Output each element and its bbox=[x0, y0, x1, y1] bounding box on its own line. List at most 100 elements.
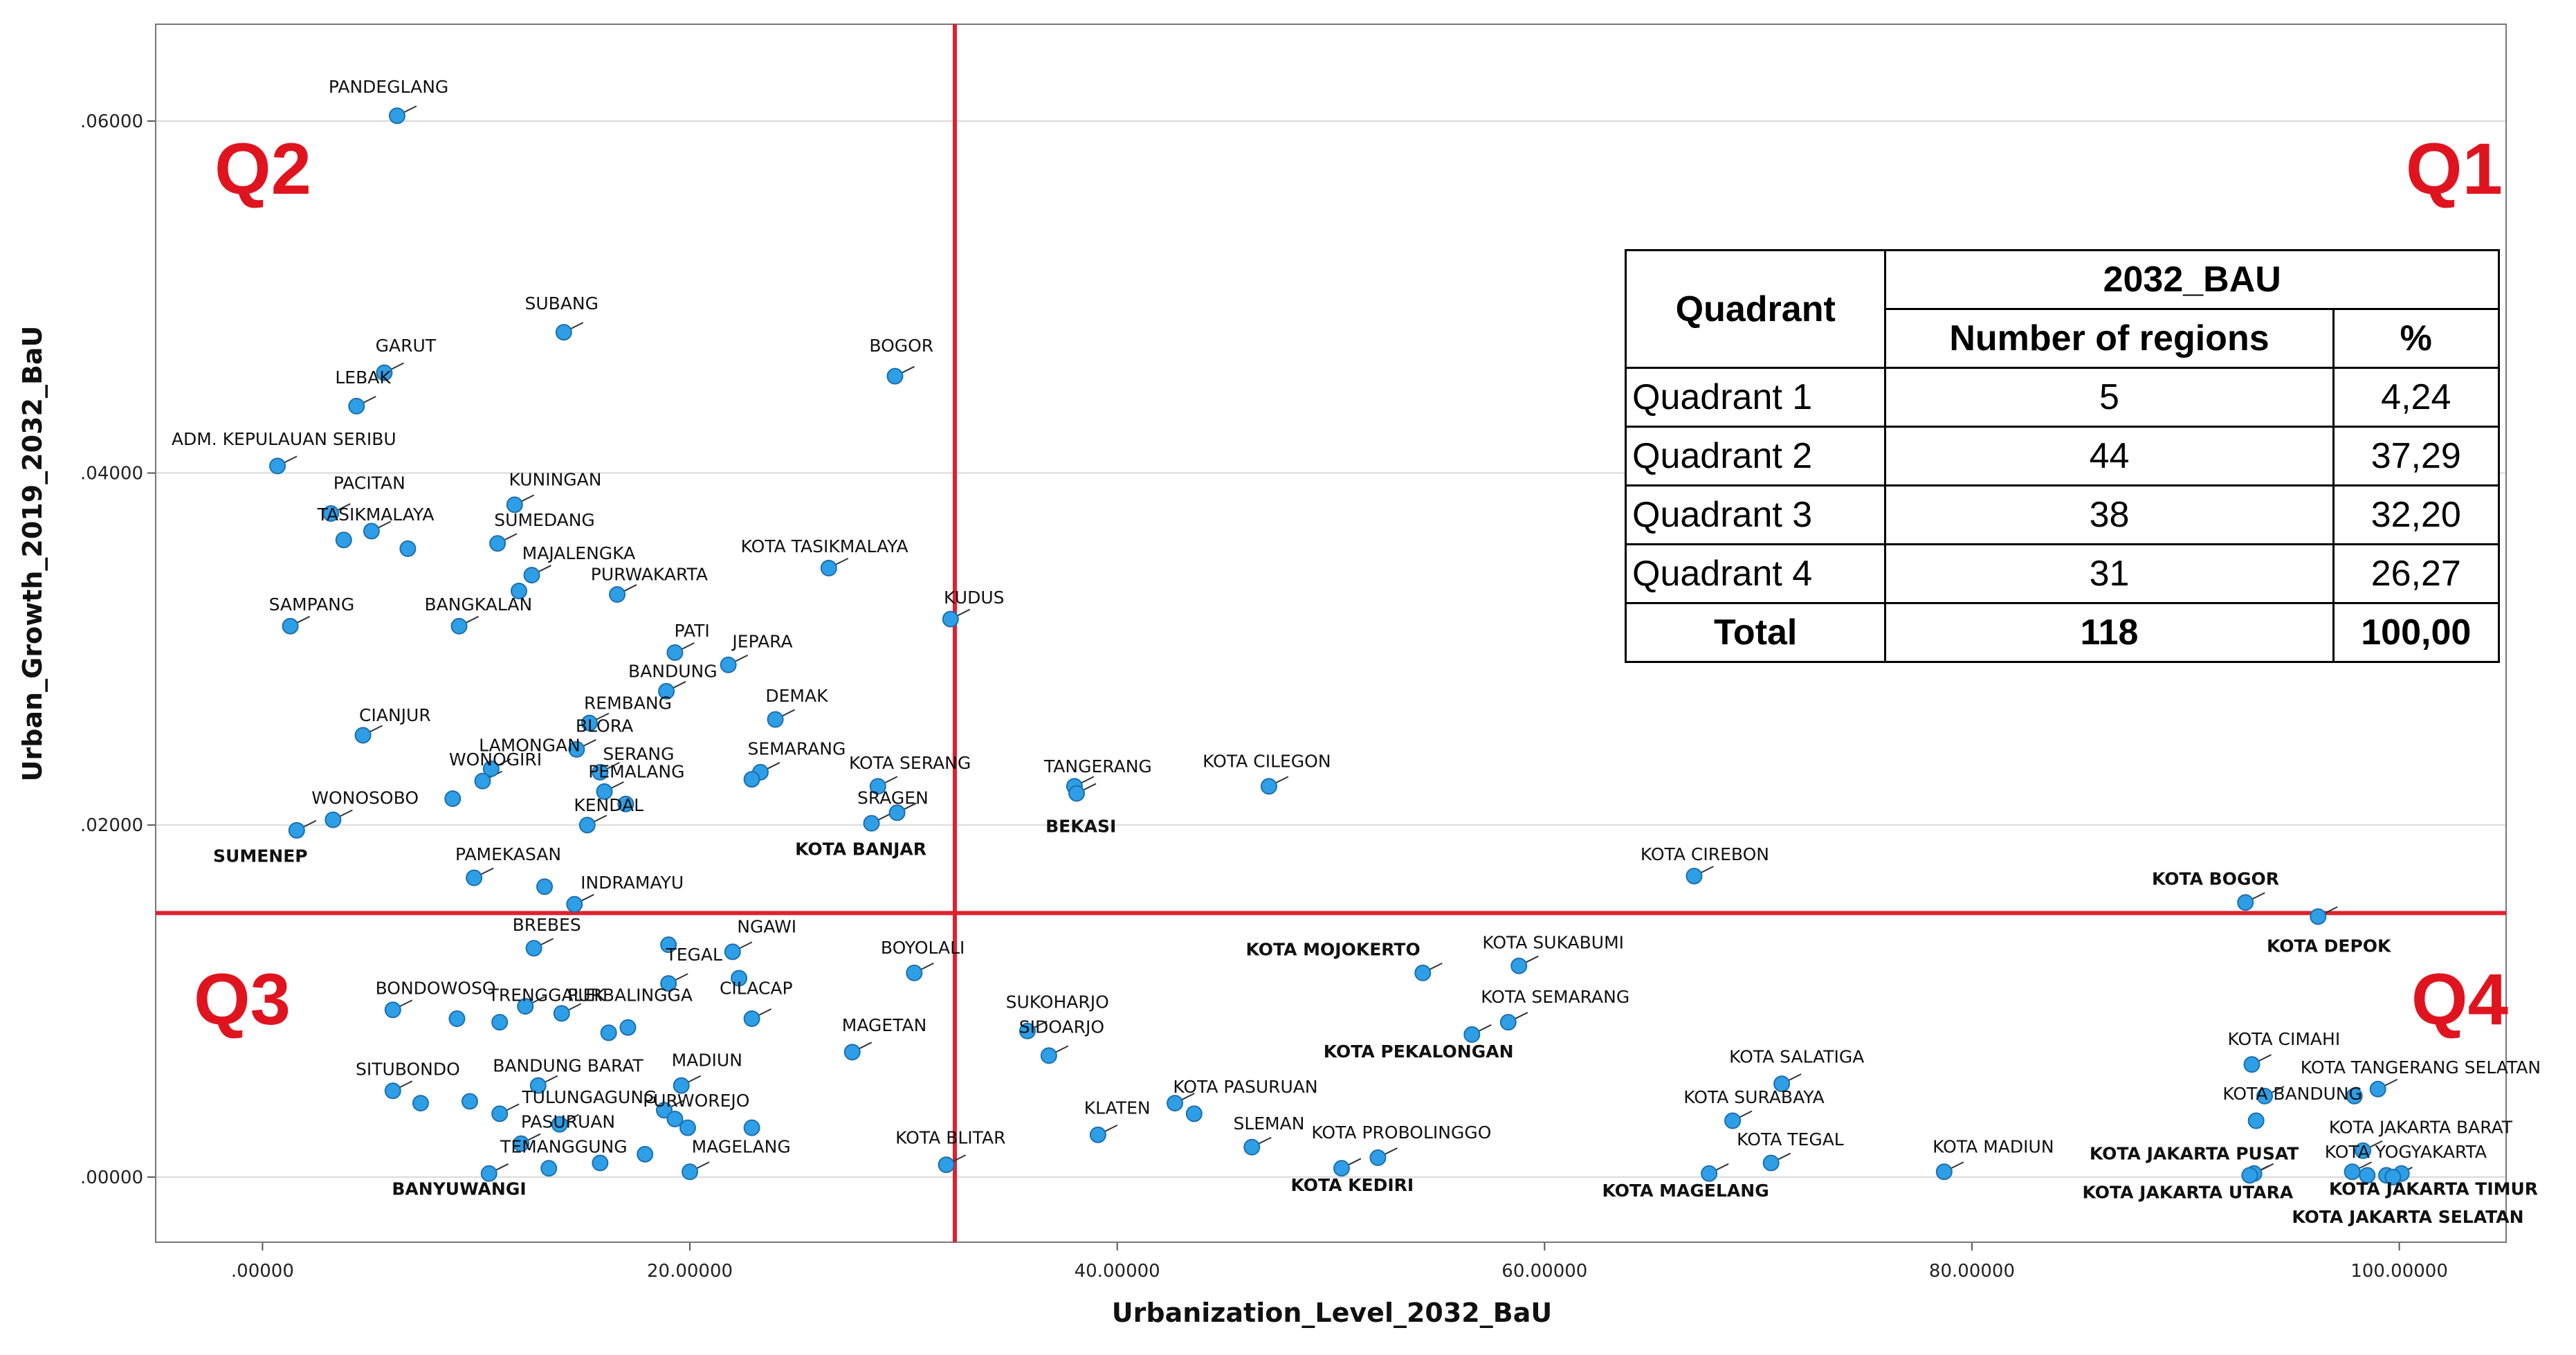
data-point bbox=[568, 740, 585, 758]
row-percent: 4,24 bbox=[2332, 367, 2501, 428]
row-number: 44 bbox=[1884, 426, 2335, 486]
point-label: PANDEGLANG bbox=[329, 77, 448, 97]
data-point bbox=[325, 811, 342, 828]
quadrant-summary-table: Quadrant 2032_BAU Number of regions % Qu… bbox=[1624, 249, 2501, 663]
point-label: MADIUN bbox=[672, 1051, 742, 1071]
point-label: KOTA SALATIGA bbox=[1729, 1047, 1864, 1067]
x-tick-label: .00000 bbox=[231, 1261, 294, 1282]
data-point bbox=[506, 496, 523, 513]
data-point bbox=[489, 535, 506, 552]
data-point bbox=[660, 975, 677, 992]
data-point bbox=[2384, 1168, 2402, 1185]
data-point bbox=[673, 1077, 690, 1094]
point-label: ADM. KEPULAUAN SERIBU bbox=[172, 429, 396, 449]
data-point bbox=[540, 1160, 558, 1177]
point-label: BANYUWANGI bbox=[392, 1179, 526, 1199]
data-point bbox=[1068, 785, 1086, 802]
data-point bbox=[1463, 1026, 1481, 1043]
data-point bbox=[1762, 1154, 1780, 1172]
data-point bbox=[863, 815, 880, 832]
data-point bbox=[2237, 894, 2254, 911]
point-label: KOTA BLITAR bbox=[895, 1128, 1005, 1148]
total-label: Total bbox=[1624, 602, 1887, 663]
point-label: SUBANG bbox=[525, 293, 599, 313]
data-point bbox=[376, 364, 393, 381]
data-point bbox=[609, 586, 626, 603]
plot-frame bbox=[155, 24, 2507, 1243]
data-point bbox=[553, 1005, 570, 1022]
point-label: WONOGIRI bbox=[449, 749, 542, 770]
point-label: KOTA BANDUNG bbox=[2222, 1084, 2362, 1104]
data-point bbox=[655, 1102, 673, 1119]
data-point bbox=[1686, 867, 1703, 884]
data-point bbox=[384, 1082, 401, 1100]
point-label: PATI bbox=[674, 621, 709, 641]
row-quadrant: Quadrant 2 bbox=[1624, 426, 1887, 486]
row-percent: 32,20 bbox=[2332, 484, 2501, 545]
data-point bbox=[731, 970, 748, 987]
point-label: TASIKMALAYA bbox=[317, 504, 435, 525]
data-point bbox=[2256, 1087, 2274, 1104]
point-label: PACITAN bbox=[334, 473, 405, 493]
point-label: LAMONGAN bbox=[479, 735, 581, 755]
data-point bbox=[578, 817, 596, 834]
data-point bbox=[412, 1095, 429, 1112]
data-point bbox=[619, 1019, 637, 1036]
row-number: 38 bbox=[1884, 484, 2335, 545]
y-tick-label: .02000 bbox=[80, 815, 143, 836]
point-labels: PANDEGLANG SUBANG GARUT LEBAK BOGOR ADM. KEPU… bbox=[172, 77, 2541, 1227]
data-point bbox=[348, 397, 365, 415]
data-point bbox=[666, 1110, 684, 1127]
data-point bbox=[1935, 1163, 1953, 1181]
data-point bbox=[1167, 1095, 1184, 1112]
point-label: TULUNGAGUNG bbox=[521, 1087, 657, 1107]
quadrant-label-q4: Q4 bbox=[2411, 959, 2508, 1040]
point-label: BANDUNG bbox=[628, 662, 718, 682]
data-point bbox=[354, 727, 372, 744]
data-point bbox=[1414, 964, 1432, 981]
x-tick-label: 80.00000 bbox=[1929, 1261, 2015, 1282]
data-point bbox=[555, 324, 572, 341]
data-point bbox=[1040, 1047, 1057, 1064]
data-point bbox=[617, 795, 634, 812]
point-label: SIDOARJO bbox=[1019, 1017, 1104, 1037]
total-number: 118 bbox=[1884, 602, 2335, 663]
data-point bbox=[1369, 1149, 1387, 1166]
point-label: PURWAKARTA bbox=[591, 565, 708, 585]
data-point bbox=[269, 457, 286, 475]
point-label: KOTA JAKARTA BARAT bbox=[2329, 1117, 2513, 1137]
point-label: CIANJUR bbox=[359, 705, 431, 725]
data-point bbox=[444, 790, 462, 808]
point-label: SERANG bbox=[603, 744, 674, 764]
data-point bbox=[2243, 1056, 2260, 1073]
point-label: SITUBONDO bbox=[356, 1059, 460, 1079]
data-point bbox=[1510, 957, 1528, 974]
data-point bbox=[491, 1014, 509, 1031]
data-point bbox=[388, 107, 405, 125]
point-label: KOTA JAKARTA TIMUR bbox=[2329, 1179, 2538, 1199]
data-point bbox=[536, 878, 554, 895]
point-label: TANGERANG bbox=[1043, 756, 1152, 776]
point-label: BLORA bbox=[576, 716, 633, 736]
table-row: Quadrant 3 38 32,20 bbox=[1624, 484, 2501, 545]
data-point bbox=[581, 714, 598, 731]
point-label: SEMARANG bbox=[748, 738, 846, 758]
point-label: BANDUNG BARAT bbox=[493, 1055, 643, 1075]
y-axis-title: Urban_Growth_2019_2032_BaU bbox=[17, 326, 48, 782]
data-point bbox=[869, 778, 886, 795]
point-label: KOTA CIMAHI bbox=[2227, 1029, 2340, 1049]
data-point bbox=[2355, 1142, 2372, 1159]
x-tick-label: 100.00000 bbox=[2350, 1261, 2448, 1282]
point-label: BANGKALAN bbox=[424, 594, 532, 615]
data-point bbox=[1243, 1138, 1261, 1156]
data-point bbox=[510, 582, 527, 599]
data-point bbox=[906, 964, 923, 981]
data-point bbox=[886, 367, 904, 385]
data-point bbox=[660, 936, 677, 954]
total-percent: 100,00 bbox=[2332, 602, 2501, 663]
data-point bbox=[682, 1163, 699, 1181]
point-label: NGAWI bbox=[737, 916, 796, 936]
data-point bbox=[2241, 1167, 2258, 1184]
point-label: KOTA DEPOK bbox=[2267, 936, 2392, 956]
data-point bbox=[480, 1165, 497, 1182]
